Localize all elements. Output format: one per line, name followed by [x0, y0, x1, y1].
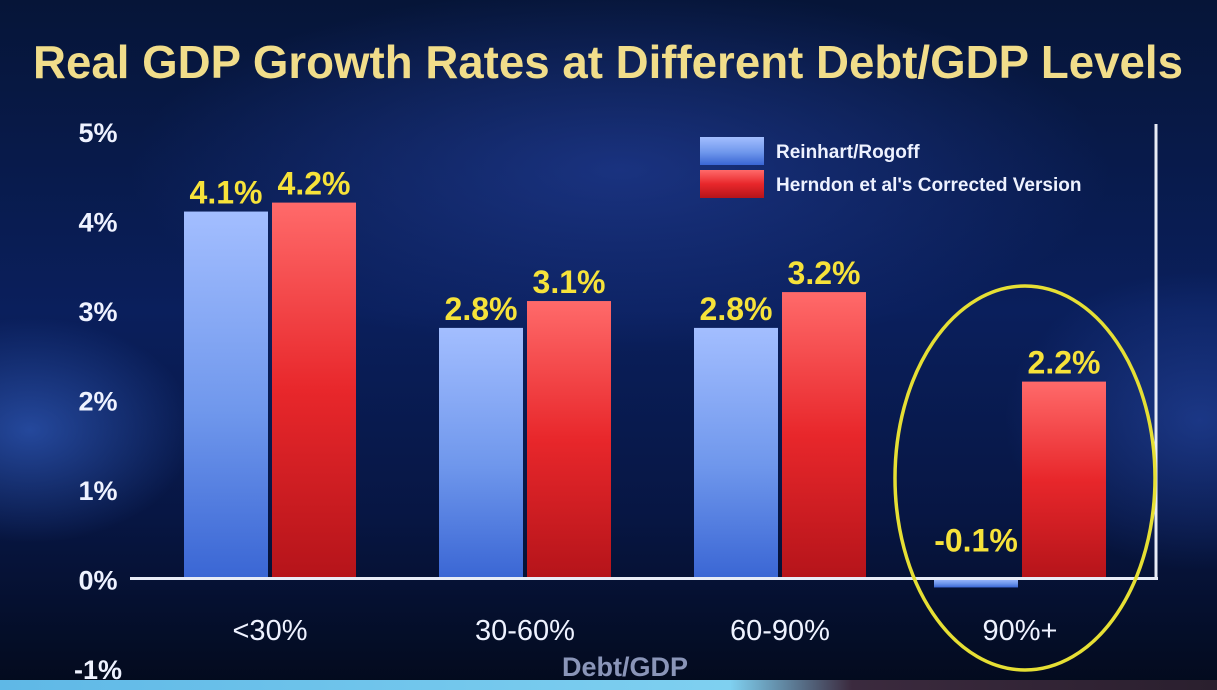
y-tick-label: 3% [78, 297, 117, 327]
bar-value-label: 4.2% [278, 166, 351, 202]
bar-value-label: 2.8% [445, 291, 518, 327]
legend-swatch-reinhart-rogoff [700, 137, 764, 165]
bar-value-label: 3.1% [533, 264, 606, 300]
bars [184, 202, 1106, 588]
chart-title: Real GDP Growth Rates at Different Debt/… [33, 36, 1183, 88]
highlight-ellipse [893, 284, 1157, 672]
bar-value-label: 2.8% [700, 291, 773, 327]
y-axis-ticks: 5%4%3%2%1%0%-1% [74, 118, 122, 685]
bar-value-label: 3.2% [788, 255, 861, 291]
bar-reinhart-rogoff [934, 578, 1018, 588]
bar-reinhart-rogoff [184, 211, 268, 579]
y-tick-label: 5% [78, 118, 117, 148]
x-category-label: 30-60% [475, 615, 575, 647]
bar-value-label: -0.1% [934, 522, 1018, 558]
x-axis-category-labels: <30% 30-60% 60-90% 90%+ [233, 615, 1058, 647]
bottom-strip [0, 680, 1217, 690]
bar-reinhart-rogoff [439, 327, 523, 579]
y-tick-label: 4% [78, 208, 117, 238]
bar-herndon-corrected [1022, 381, 1106, 579]
legend-label: Reinhart/Rogoff [776, 142, 920, 163]
legend: Reinhart/Rogoff Herndon et al's Corrected… [700, 137, 1081, 198]
legend-swatch-herndon-corrected [700, 170, 764, 198]
bar-value-label: 4.1% [190, 175, 263, 211]
bar-value-label: 2.2% [1028, 345, 1101, 381]
bar-herndon-corrected [527, 301, 611, 579]
bar-herndon-corrected [782, 292, 866, 579]
y-tick-label: 1% [78, 476, 117, 506]
bar-herndon-corrected [272, 202, 356, 579]
y-tick-label: 0% [78, 566, 117, 596]
x-category-label: 90%+ [983, 615, 1058, 647]
y-tick-label: 2% [78, 387, 117, 417]
x-axis-label: Debt/GDP [562, 652, 688, 682]
legend-label: Herndon et al's Corrected Version [776, 175, 1081, 196]
x-category-label: <30% [233, 615, 308, 647]
bar-labels: 4.1% 4.2% 2.8% 3.1% 2.8% 3.2% -0.1% 2.2% [190, 166, 1101, 559]
bar-reinhart-rogoff [694, 327, 778, 579]
x-category-label: 60-90% [730, 615, 830, 647]
